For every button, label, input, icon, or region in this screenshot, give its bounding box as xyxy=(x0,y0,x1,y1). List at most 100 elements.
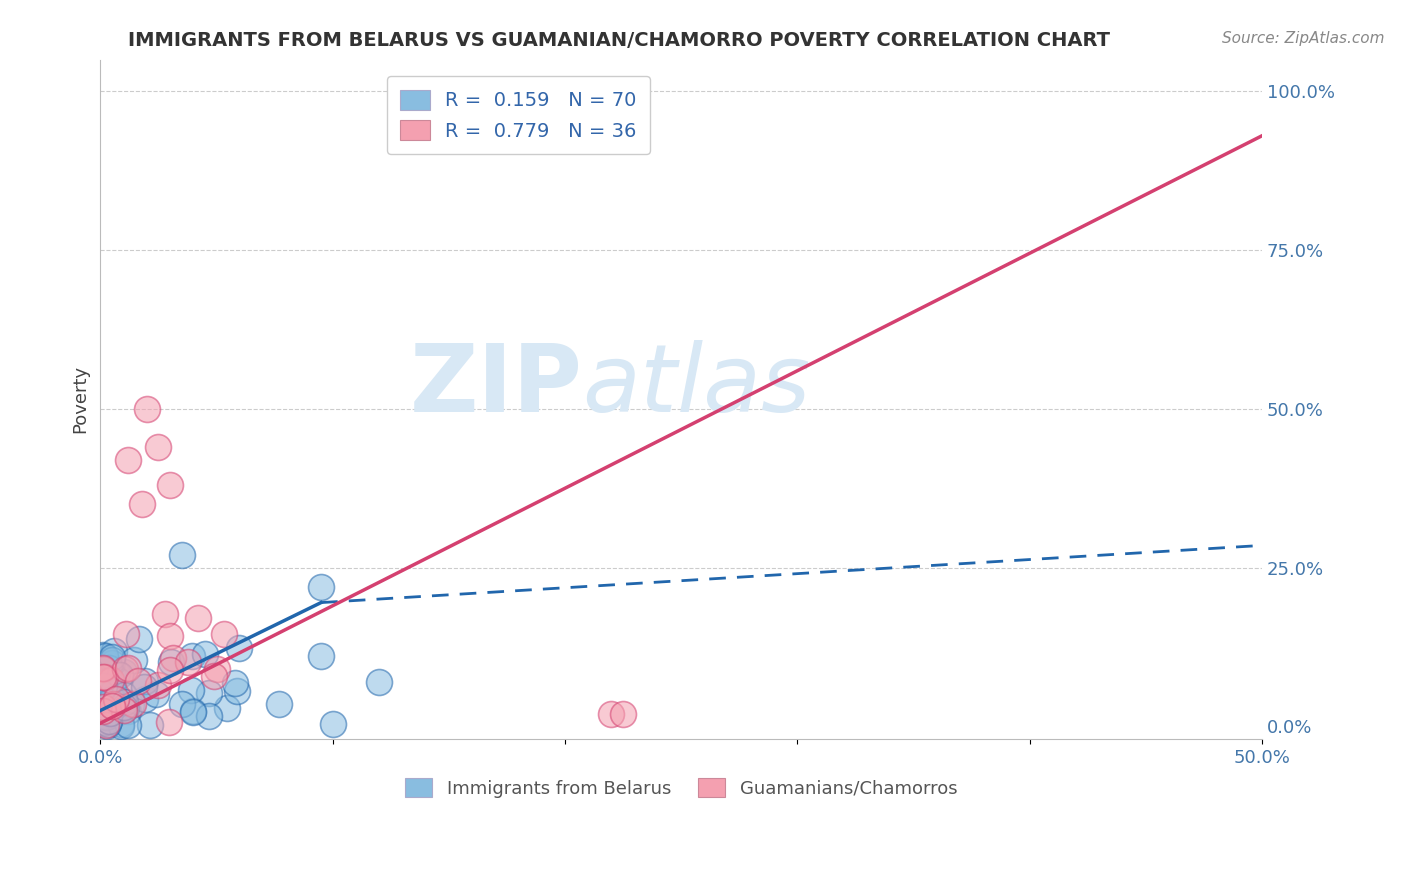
Point xyxy=(117,717,139,731)
Point xyxy=(225,684,247,698)
Point xyxy=(94,714,117,729)
Point xyxy=(112,665,135,679)
Point xyxy=(105,698,128,713)
Point xyxy=(135,401,157,416)
Legend: Immigrants from Belarus, Guamanians/Chamorros: Immigrants from Belarus, Guamanians/Cham… xyxy=(398,771,965,805)
Point xyxy=(110,668,132,682)
Text: Source: ZipAtlas.com: Source: ZipAtlas.com xyxy=(1222,31,1385,46)
Point xyxy=(134,680,156,694)
Point xyxy=(228,640,250,655)
Point xyxy=(139,717,162,731)
Point xyxy=(105,692,128,706)
Point xyxy=(97,717,120,731)
Point xyxy=(91,661,114,675)
Point xyxy=(170,548,193,562)
Point xyxy=(100,673,122,688)
Point xyxy=(91,716,114,731)
Point xyxy=(100,692,122,706)
Point xyxy=(97,714,120,728)
Point xyxy=(368,675,391,690)
Point xyxy=(181,649,204,664)
Point xyxy=(194,647,217,661)
Point xyxy=(170,697,193,711)
Point xyxy=(91,650,114,665)
Point xyxy=(159,629,181,643)
Point xyxy=(100,698,122,713)
Point xyxy=(101,656,124,670)
Point xyxy=(98,657,121,672)
Point xyxy=(187,610,209,624)
Point xyxy=(94,670,117,684)
Point xyxy=(96,719,118,733)
Point xyxy=(117,452,139,467)
Point xyxy=(309,580,332,594)
Point xyxy=(94,709,117,723)
Point xyxy=(157,714,180,729)
Point xyxy=(93,679,115,693)
Point xyxy=(91,704,114,718)
Point xyxy=(91,700,114,714)
Point xyxy=(97,673,120,687)
Point xyxy=(128,632,150,646)
Point xyxy=(589,84,612,98)
Point xyxy=(112,688,135,702)
Point xyxy=(91,670,114,684)
Point xyxy=(103,669,125,683)
Y-axis label: Poverty: Poverty xyxy=(72,366,89,434)
Point xyxy=(122,653,145,667)
Point xyxy=(91,648,114,662)
Point xyxy=(177,655,200,669)
Point xyxy=(101,697,124,711)
Point xyxy=(148,678,170,692)
Point xyxy=(600,706,623,721)
Point xyxy=(145,687,167,701)
Point xyxy=(181,704,204,718)
Point xyxy=(100,686,122,700)
Point xyxy=(100,708,122,723)
Point xyxy=(91,657,114,672)
Point xyxy=(107,666,129,681)
Point xyxy=(96,677,118,691)
Point xyxy=(98,660,121,674)
Text: atlas: atlas xyxy=(582,340,811,431)
Point xyxy=(198,709,221,723)
Point xyxy=(101,684,124,698)
Point xyxy=(104,706,127,721)
Point xyxy=(127,674,149,689)
Point xyxy=(207,662,229,676)
Point xyxy=(180,683,202,698)
Point xyxy=(110,716,132,731)
Point xyxy=(159,663,181,677)
Point xyxy=(214,627,236,641)
Point xyxy=(100,650,122,665)
Point xyxy=(612,706,634,721)
Point xyxy=(115,701,138,715)
Point xyxy=(104,694,127,708)
Point xyxy=(181,706,204,720)
Point xyxy=(148,440,170,454)
Point xyxy=(134,691,156,706)
Point xyxy=(96,710,118,724)
Point xyxy=(159,478,181,492)
Point xyxy=(91,680,114,694)
Point xyxy=(112,703,135,717)
Point xyxy=(112,699,135,714)
Point xyxy=(197,686,219,700)
Point xyxy=(120,698,142,712)
Point xyxy=(91,662,114,676)
Point xyxy=(103,706,125,721)
Point xyxy=(162,651,184,665)
Point xyxy=(98,706,121,720)
Point xyxy=(117,661,139,675)
Text: IMMIGRANTS FROM BELARUS VS GUAMANIAN/CHAMORRO POVERTY CORRELATION CHART: IMMIGRANTS FROM BELARUS VS GUAMANIAN/CHA… xyxy=(128,31,1109,50)
Point xyxy=(117,704,139,718)
Point xyxy=(110,718,132,732)
Point xyxy=(224,676,246,690)
Point xyxy=(215,701,238,715)
Point xyxy=(101,653,124,667)
Point xyxy=(115,627,138,641)
Point xyxy=(114,662,136,676)
Point xyxy=(131,497,153,511)
Point xyxy=(103,644,125,658)
Point xyxy=(267,698,290,712)
